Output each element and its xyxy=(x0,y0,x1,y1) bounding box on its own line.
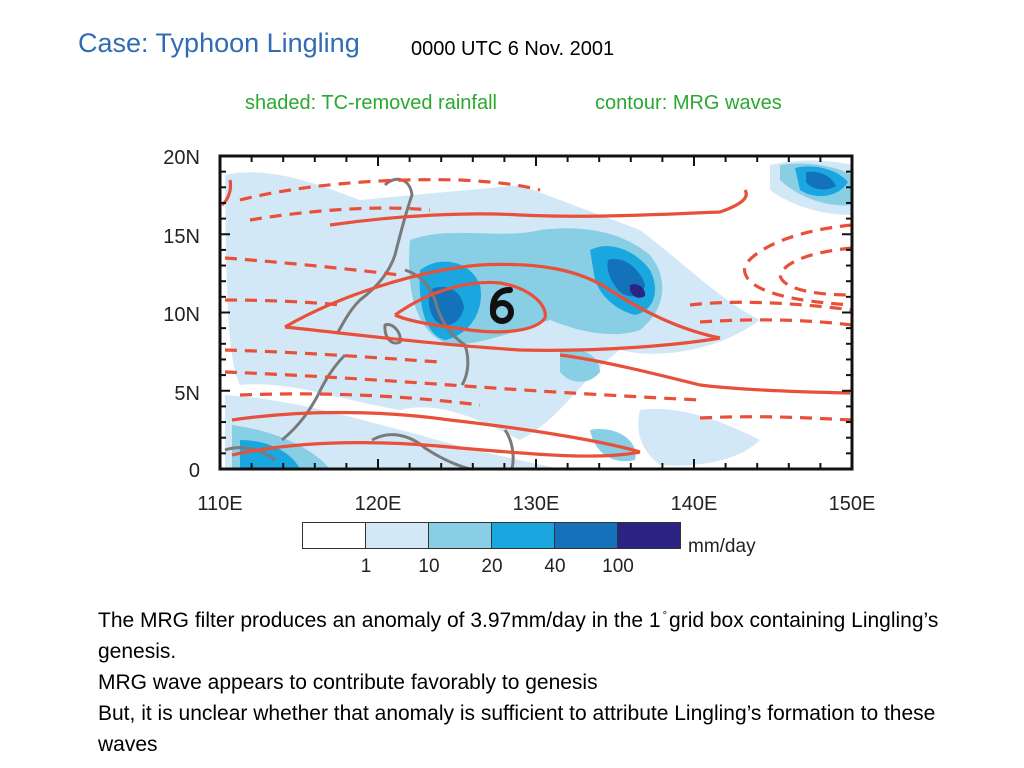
lat-label: 5N xyxy=(174,383,200,405)
colorbar-tick: 10 xyxy=(418,556,440,577)
colorbar-tick: 20 xyxy=(481,556,503,577)
colorbar-tick: 1 xyxy=(360,556,372,577)
legend-contour: contour: MRG waves xyxy=(595,92,782,114)
colorbar-tick: 40 xyxy=(544,556,566,577)
note-text: grid box containing Lingling’s genesis. xyxy=(98,609,939,663)
colorbar-swatch xyxy=(428,522,492,549)
note-text: The MRG filter produces an anomaly of 3.… xyxy=(98,609,661,632)
mrg-negative-contours xyxy=(224,178,852,422)
lon-label: 110E xyxy=(197,493,242,515)
colorbar-swatch xyxy=(302,522,366,549)
slide-title: Case: Typhoon Lingling xyxy=(78,28,360,58)
lat-label: 0 xyxy=(189,460,200,482)
lon-label: 140E xyxy=(671,493,718,515)
lon-label: 120E xyxy=(355,493,402,515)
note-line: The MRG filter produces an anomaly of 3.… xyxy=(98,601,998,667)
degree-symbol: ° xyxy=(662,610,668,622)
lon-label: 130E xyxy=(513,493,560,515)
note-line: But, it is unclear whether that anomaly … xyxy=(98,702,936,756)
colorbar-swatch xyxy=(365,522,429,549)
lat-label: 20N xyxy=(163,147,200,169)
colorbar-swatch xyxy=(491,522,555,549)
rainfall-map: 20N 15N 10N 5N 0 110E 120E 130E 140E 150… xyxy=(163,147,876,515)
colorbar-unit: mm/day xyxy=(688,536,756,557)
lon-label: 150E xyxy=(829,493,876,515)
lat-label: 10N xyxy=(163,304,200,326)
colorbar-tick: 100 xyxy=(602,556,634,577)
coastline xyxy=(224,177,515,469)
mrg-positive-contours xyxy=(220,179,851,458)
rain-shading xyxy=(220,160,852,469)
colorbar-swatch xyxy=(617,522,681,549)
legend-shaded: shaded: TC-removed rainfall xyxy=(245,92,497,114)
colorbar-swatch xyxy=(554,522,618,549)
notes: The MRG filter produces an anomaly of 3.… xyxy=(98,601,998,760)
lat-label: 15N xyxy=(163,226,200,248)
timestamp: 0000 UTC 6 Nov. 2001 xyxy=(411,38,615,60)
note-line: MRG wave appears to contribute favorably… xyxy=(98,671,598,694)
typhoon-symbol-icon xyxy=(489,287,514,324)
